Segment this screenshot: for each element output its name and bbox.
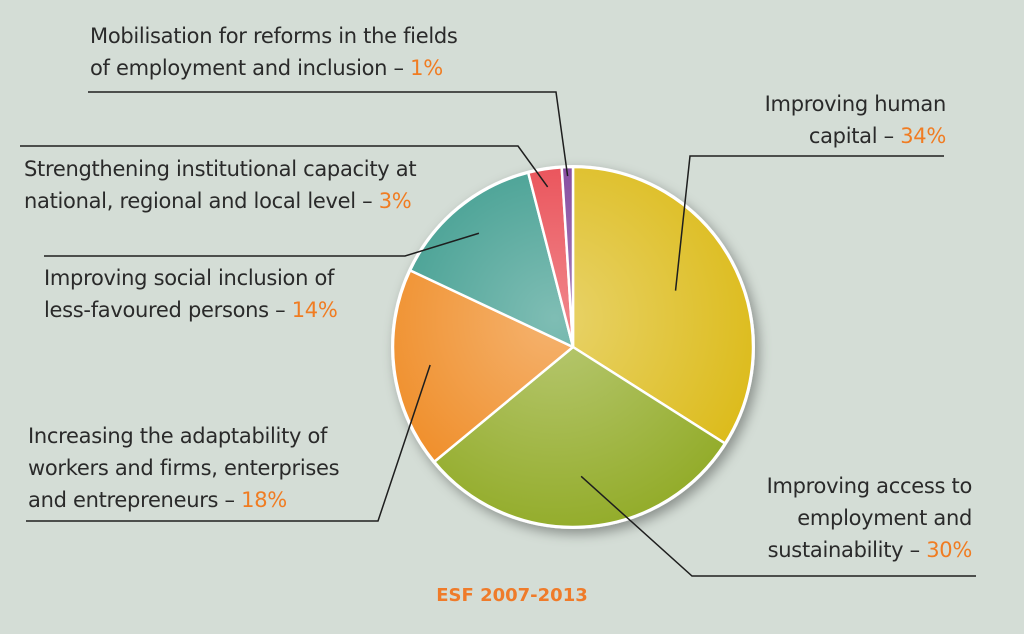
- label-improving-social-inclusion: Improving social inclusion of less-favou…: [44, 266, 338, 322]
- label-mobilisation-for-reforms: Mobilisation for reforms in the fields o…: [90, 24, 458, 80]
- pie-gloss: [393, 167, 753, 527]
- leader-line-1: [580, 475, 976, 577]
- leader-line-4: [20, 145, 549, 188]
- chart-title: ESF 2007-2013: [436, 585, 588, 606]
- label-increasing-adaptability: Increasing the adaptability of workers a…: [28, 424, 340, 512]
- label-improving-human-capital: Improving human capital – 34%: [764, 92, 947, 148]
- label-strengthening-institutional-capacity: Strengthening institutional capacity at …: [24, 157, 417, 213]
- leader-line-3: [44, 232, 480, 257]
- leader-line-5: [88, 91, 569, 177]
- leader-line-0: [674, 155, 944, 291]
- leader-line-2: [26, 364, 431, 522]
- label-improving-access-to-employment: Improving access to employment and susta…: [766, 474, 973, 562]
